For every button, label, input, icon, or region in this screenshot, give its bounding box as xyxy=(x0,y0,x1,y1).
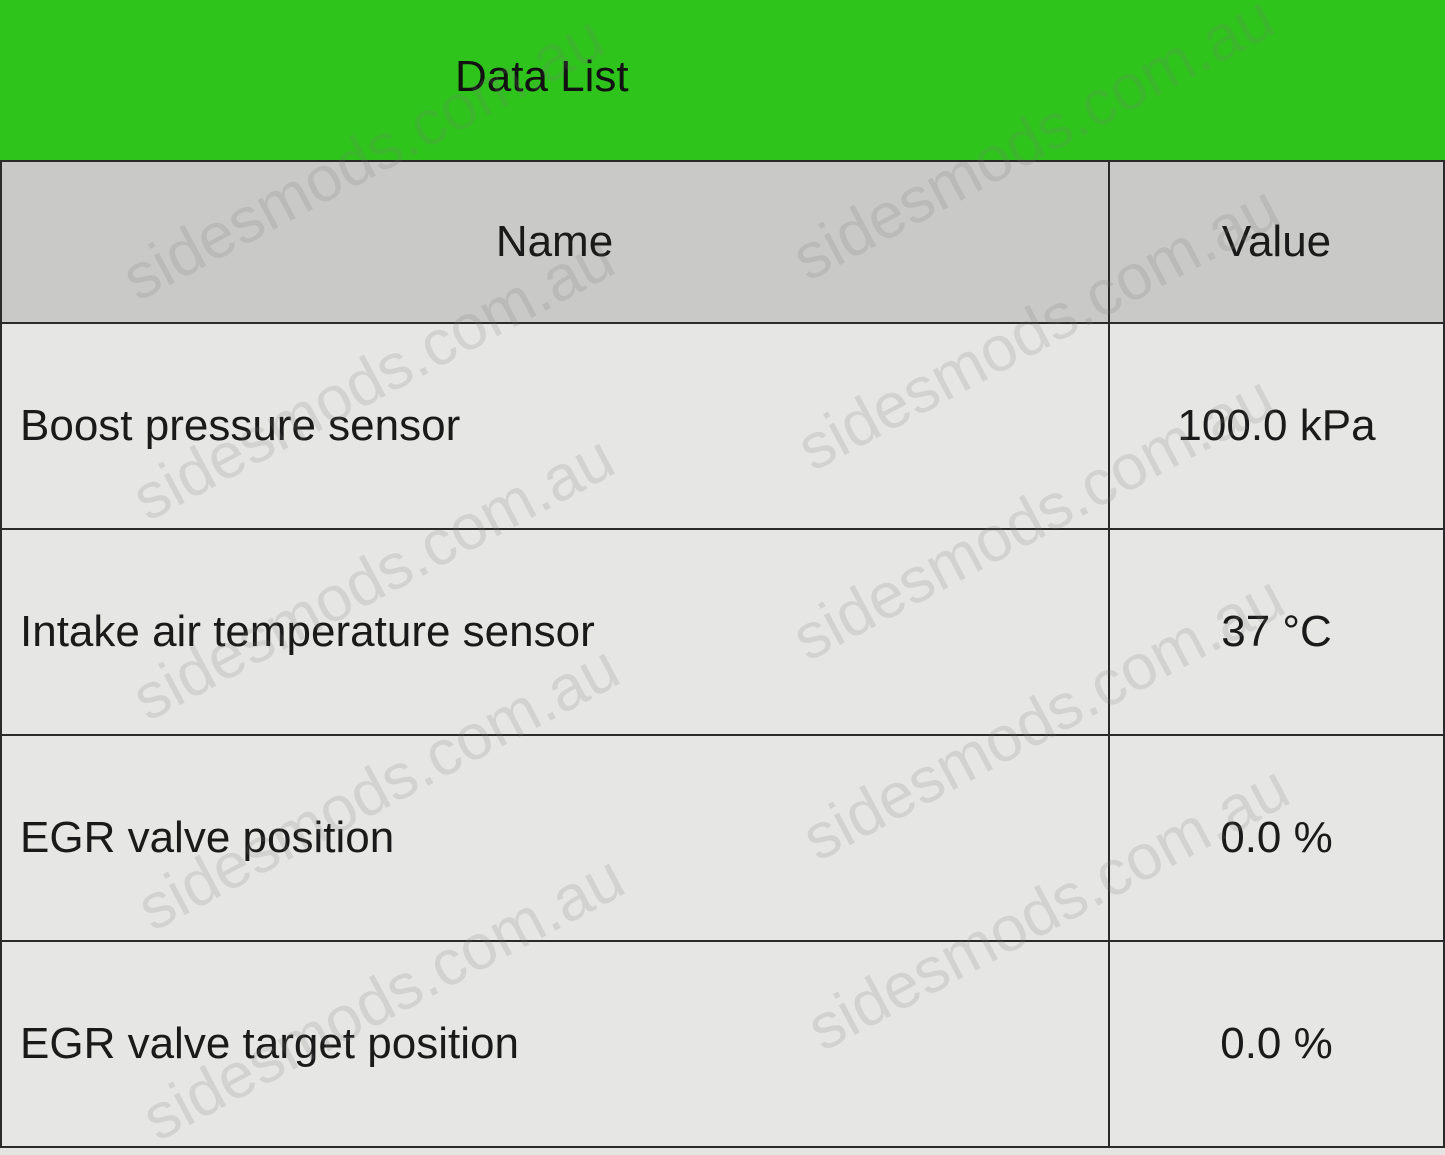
page-title: Data List xyxy=(455,52,629,101)
row-value: 100.0 kPa xyxy=(1108,322,1445,530)
column-header-name[interactable]: Name xyxy=(0,160,1110,324)
header-bar: Data List xyxy=(0,0,1445,160)
row-name: Boost pressure sensor xyxy=(0,322,1110,530)
row-name: EGR valve position xyxy=(0,734,1110,942)
table-row[interactable]: Intake air temperature sensor 37 °C xyxy=(0,528,1445,736)
table-row[interactable]: EGR valve position 0.0 % xyxy=(0,734,1445,942)
table-row[interactable]: EGR valve target position 0.0 % xyxy=(0,940,1445,1148)
row-value: 0.0 % xyxy=(1108,734,1445,942)
row-name: EGR valve target position xyxy=(0,940,1110,1148)
data-list-table: Name Value Boost pressure sensor 100.0 k… xyxy=(0,160,1445,1148)
row-value: 0.0 % xyxy=(1108,940,1445,1148)
table-header-row: Name Value xyxy=(0,160,1445,324)
table-row[interactable]: Boost pressure sensor 100.0 kPa xyxy=(0,322,1445,530)
row-name: Intake air temperature sensor xyxy=(0,528,1110,736)
column-header-value[interactable]: Value xyxy=(1108,160,1445,324)
row-value: 37 °C xyxy=(1108,528,1445,736)
